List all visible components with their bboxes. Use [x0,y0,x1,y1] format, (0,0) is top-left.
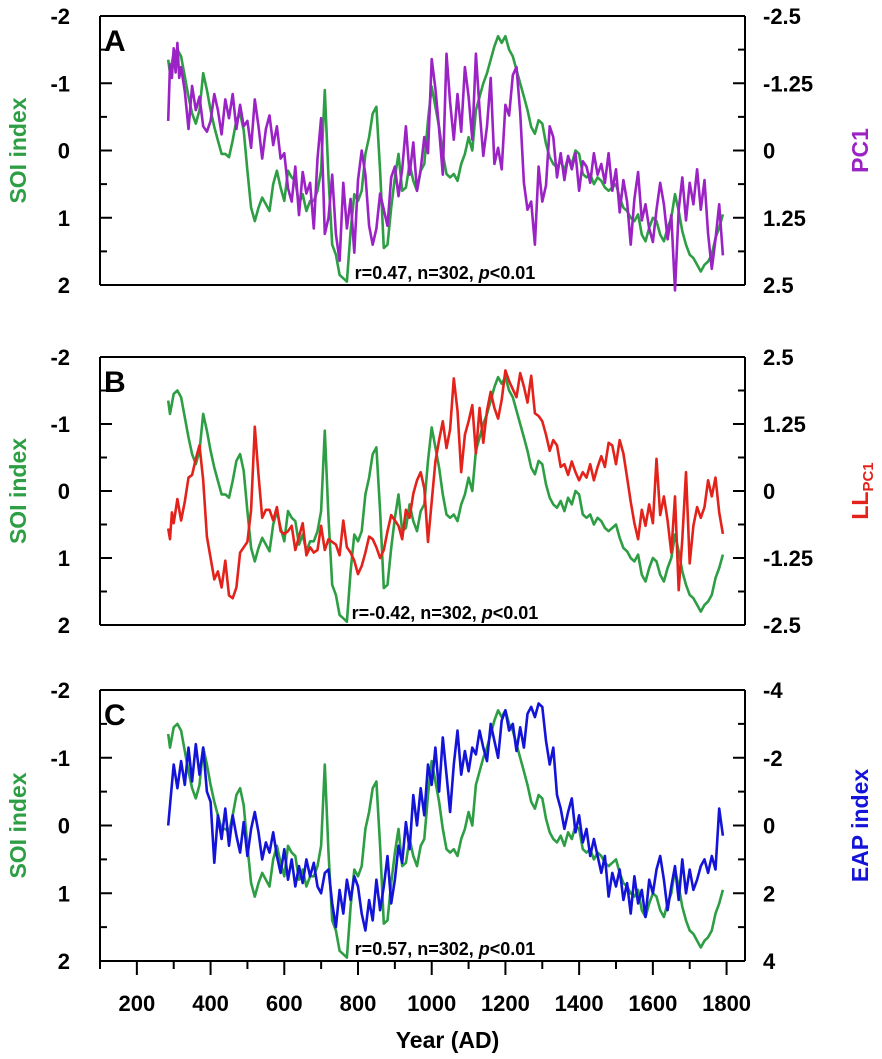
stat-threshold: <0.01 [493,603,539,623]
right-tick-label: 1.25 [763,206,806,231]
left-axis-title: SOI index [5,97,31,203]
left-tick-label: 0 [58,814,70,839]
x-tick-label: 200 [118,991,155,1016]
x-tick-label: 1800 [702,991,751,1016]
soi-index-line [166,34,725,283]
left-tick-label: -2 [50,4,70,29]
right-tick-label: -1.25 [763,71,813,96]
left-tick-label: -1 [50,412,70,437]
right-tick-label: 0 [763,814,775,839]
proxy-series-line [166,369,725,600]
x-tick-label: 1600 [628,991,677,1016]
right-tick-label: 4 [763,949,776,974]
soi-index-line [166,708,725,959]
x-tick-label: 800 [340,991,377,1016]
correlation-stat: r=0.47, n=302, p<0.01 [355,263,536,283]
correlation-stat: r=0.57, n=302, p<0.01 [355,939,536,959]
right-tick-label: 0 [763,479,775,504]
stat-threshold: <0.01 [490,939,536,959]
right-tick-label: 2.5 [763,345,794,370]
stat-threshold: <0.01 [490,263,536,283]
left-tick-label: 2 [58,613,70,638]
right-tick-label: -4 [763,678,783,703]
right-tick-label: 2.5 [763,273,794,298]
right-tick-label: 0 [763,139,775,164]
soi-index-line [166,375,725,624]
right-tick-label: -1.25 [763,546,813,571]
right-tick-label: 1.25 [763,412,806,437]
left-tick-label: -2 [50,678,70,703]
left-axis-title: SOI index [5,772,31,878]
shared-x-axis: Year (AD) 200 400 600 800 1000 1200 1400 1600 18… [99,961,751,1053]
panel-letter: B [104,366,126,399]
x-axis-title: Year (AD) [396,1027,500,1053]
right-axis-title: LLPC1 [847,462,877,519]
left-tick-label: 0 [58,139,70,164]
x-tick-label: 400 [192,991,229,1016]
right-tick-label: -2.5 [763,613,801,638]
stat-p: p [478,939,490,959]
x-tick-label: 1200 [481,991,530,1016]
left-tick-label: -1 [50,71,70,96]
left-tick-label: 2 [58,273,70,298]
panel-b: -2 2.5 -1 1.25 0 0 1 -1.25 2 -2.5 SOI index LLPC1 Br… [5,345,877,638]
x-tick-label: 1000 [407,991,456,1016]
stat-main: r=0.57, n=302, [355,939,479,959]
proxy-series-line [166,41,725,292]
left-tick-label: 2 [58,949,70,974]
panels: -2 -2.5 -1 -1.25 0 0 1 1.25 2 2.5 SOI index PC1 Ar=0… [5,4,877,974]
right-axis-title-main: PC1 [847,128,873,173]
stat-main: r=-0.42, n=302, [352,603,482,623]
right-axis-title: PC1 [847,128,873,173]
right-axis-title: EAP index [847,769,873,883]
left-tick-label: 1 [58,881,70,906]
left-tick-label: -2 [50,345,70,370]
right-tick-label: -2 [763,746,783,771]
stat-p: p [478,263,490,283]
left-tick-label: -1 [50,746,70,771]
right-axis-title-main: EAP index [847,769,873,883]
panel-letter: C [104,699,126,732]
right-tick-label: 2 [763,881,775,906]
x-tick-label: 1400 [555,991,604,1016]
left-tick-label: 1 [58,206,70,231]
panel-c: -2 -4 -1 -2 0 0 1 2 2 4 SOI index EAP index Cr=0.57,… [5,678,873,974]
left-tick-label: 1 [58,546,70,571]
right-axis-title-main: LL [847,492,873,520]
x-tick-label: 600 [266,991,303,1016]
left-axis-title: SOI index [5,438,31,544]
panel-a: -2 -2.5 -1 -1.25 0 0 1 1.25 2 2.5 SOI index PC1 Ar=0… [5,4,873,298]
correlation-stat: r=-0.42, n=302, p<0.01 [352,603,539,623]
proxy-series-line [166,702,725,932]
stat-p: p [481,603,493,623]
right-tick-label: -2.5 [763,4,801,29]
stat-main: r=0.47, n=302, [355,263,479,283]
left-tick-label: 0 [58,479,70,504]
right-axis-title-subscript: PC1 [860,462,877,491]
panel-letter: A [104,25,126,58]
